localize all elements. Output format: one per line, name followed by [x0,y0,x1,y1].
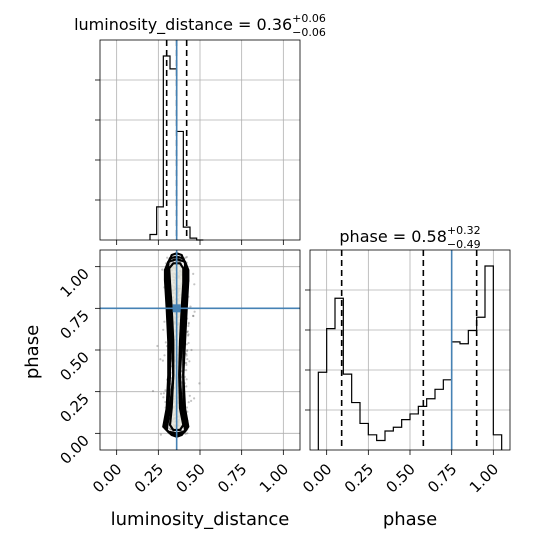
sample-point [166,256,169,259]
sample-point [187,322,190,325]
sample-point [156,344,159,348]
sample-point [169,427,172,430]
sample-point [160,392,163,395]
x-tick-label: 1.00 [256,460,292,496]
y-tick-label: 0.50 [56,348,92,384]
sample-point [188,360,191,363]
sample-point [187,334,190,337]
sample-point [193,283,196,286]
sample-point [185,406,188,409]
sample-point [185,363,188,366]
sample-point [190,399,193,402]
title-plus: +0.32 [447,224,481,237]
sample-point [164,341,167,344]
sample-point [185,255,188,259]
sample-point [162,396,165,399]
sample-point [186,432,189,435]
sample-point [185,385,188,388]
x-tick-label: 0.00 [299,460,335,496]
sample-point [193,310,196,313]
x-axis-label-phase: phase [383,509,437,530]
sample-point [161,359,164,362]
sample-point [163,354,166,357]
x-tick-label: 0.75 [424,460,460,496]
title-phase: phase = 0.58+0.32 −0.49 [339,224,480,251]
sample-point [198,382,201,385]
y-tick-label: 1.00 [56,265,92,301]
truth-marker [172,304,181,313]
sample-point [186,358,189,361]
x-tick-label: 0.25 [131,460,167,496]
panel-luminosity-distance-hist: luminosity_distance = 0.36+0.06 −0.06 [74,12,326,245]
sample-point [188,394,191,397]
sample-point [187,321,190,324]
y-axis-label-phase: phase [22,325,43,379]
sample-point [186,330,189,333]
x-tick-label: 0.00 [89,460,125,496]
sample-point [163,320,166,323]
phase-histogram [317,265,503,450]
sample-point [162,392,165,395]
sample-point [193,397,196,400]
y-tick-label: 0.25 [56,390,92,426]
x-tick-label: 1.00 [466,460,502,496]
x-tick-label: 0.50 [172,460,208,496]
sample-point [190,348,193,352]
title-median: 0.36 [257,15,293,34]
sample-point [184,256,187,259]
sample-point [151,389,155,393]
sample-point [192,272,195,275]
panel-2d-density: 0.00 0.25 0.50 0.75 1.000.000.250.500.751.00 [56,249,301,496]
sample-point [185,350,189,353]
y-tick-label: 0.00 [56,431,92,467]
sample-point [192,314,195,318]
sample-point [187,401,190,404]
sample-point [185,361,188,365]
x-tick-label: 0.25 [341,460,377,496]
sample-point [185,352,188,356]
x-tick-label: 0.50 [382,460,418,496]
sample-point [169,262,172,265]
sample-point [189,305,192,308]
sample-point [187,341,190,345]
x-tick-label: 0.75 [214,460,250,496]
sample-point [187,333,190,336]
sample-point [161,268,164,271]
sample-point [164,389,167,392]
sample-point [185,369,188,372]
sample-point [167,427,170,430]
title-plus: +0.06 [292,12,326,25]
sample-point [186,410,189,413]
sample-point [185,378,188,381]
sample-point [159,433,162,436]
title-luminosity-distance: luminosity_distance = 0.36+0.06 −0.06 [74,12,326,39]
sample-point [185,343,188,346]
sample-point [192,314,195,317]
panel-phase-hist: 0.00 0.25 0.50 0.75 1.00 phase = 0.58+0.32 −0… [299,224,511,496]
x-axis-label-luminosity-distance: luminosity_distance [111,509,290,530]
sample-point [159,358,162,361]
y-tick-label: 0.75 [56,306,92,342]
sample-point [185,354,188,357]
sample-point [184,432,187,435]
sample-point [186,349,189,352]
sample-point [162,328,165,331]
title-minus: −0.49 [447,238,481,251]
density-contours [162,252,190,438]
title-median: 0.58 [411,227,447,246]
title-text: phase [339,227,387,246]
sample-point [187,324,190,328]
title-text: luminosity_distance [74,15,233,35]
contour-level [162,258,190,435]
title-minus: −0.06 [292,26,326,39]
